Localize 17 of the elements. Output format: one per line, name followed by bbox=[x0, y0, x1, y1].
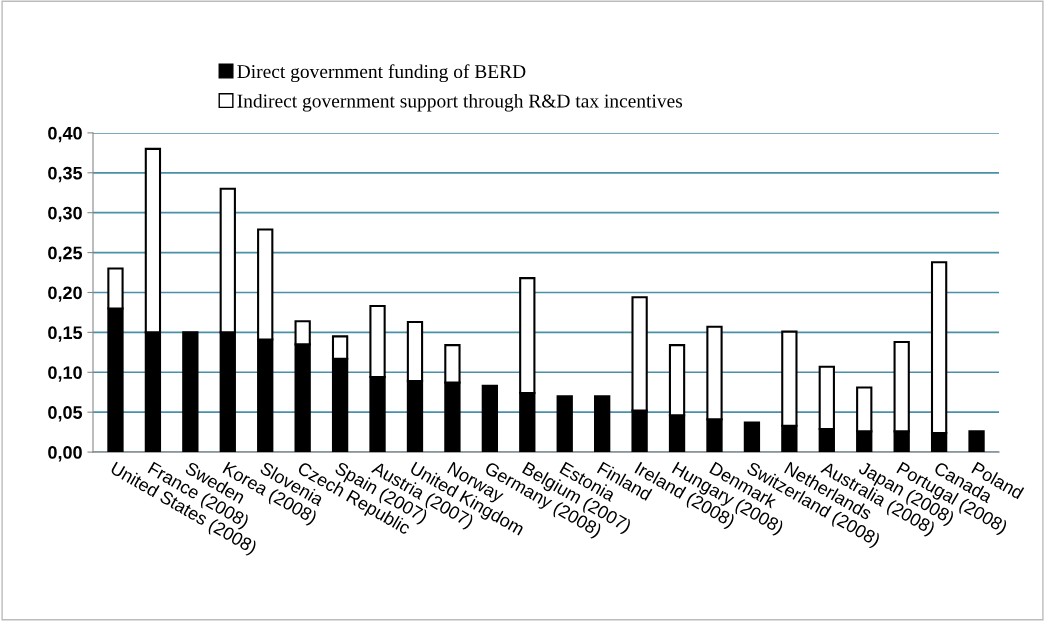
y-tick-label: 0,30 bbox=[48, 206, 82, 223]
bar bbox=[182, 331, 199, 453]
y-tick-label: 0,20 bbox=[48, 286, 82, 302]
y-tick-label: 0,10 bbox=[48, 366, 82, 382]
y-tick-label: 0,00 bbox=[48, 446, 82, 462]
bar bbox=[968, 430, 985, 453]
y-tick-label: 0,35 bbox=[48, 166, 83, 183]
bar bbox=[743, 421, 761, 453]
y-tick-label: 0,15 bbox=[48, 326, 83, 342]
y-tick-label: 0,05 bbox=[48, 406, 83, 422]
bar bbox=[556, 395, 573, 453]
legend-label: Direct government funding of BERD bbox=[237, 64, 526, 83]
legend-label: Indirect government support through R&D tax incentives bbox=[237, 93, 683, 112]
y-tick-label: 0,25 bbox=[48, 246, 83, 262]
y-tick-label: 0,40 bbox=[48, 126, 82, 143]
bar bbox=[594, 395, 611, 453]
bar bbox=[481, 384, 499, 453]
